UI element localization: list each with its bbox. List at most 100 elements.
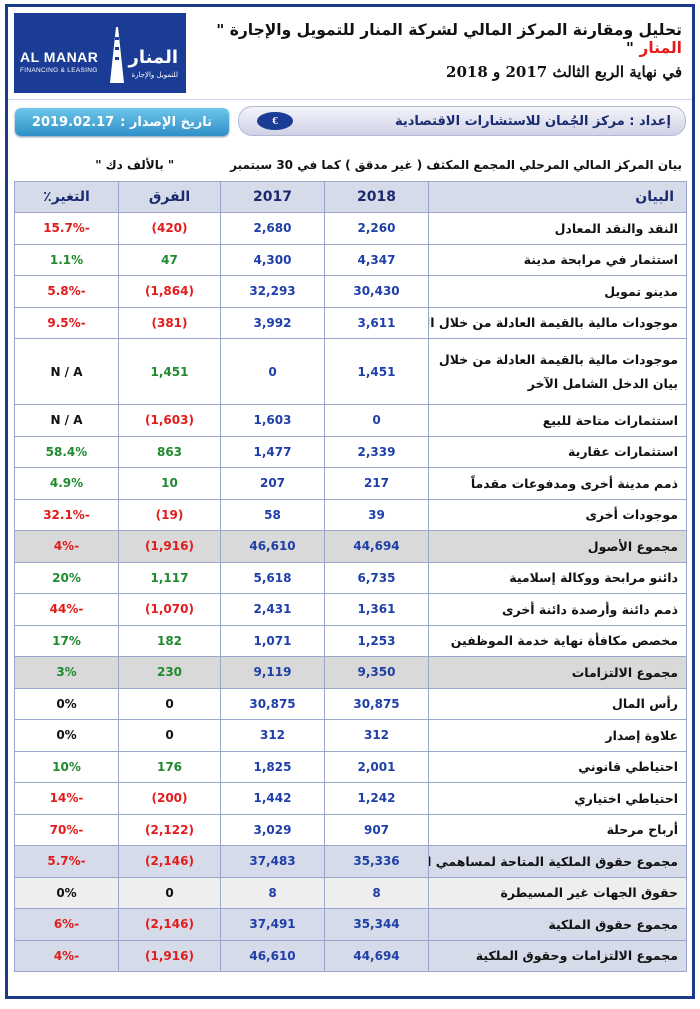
row-change-percent: -14% [14, 782, 119, 815]
row-change-percent: -32.1% [14, 498, 119, 531]
row-difference: 10 [118, 467, 221, 500]
row-change-percent: 20% [14, 561, 119, 594]
row-item-label: ذمم دائنة وأرصدة دائنة أخرى [428, 593, 687, 626]
row-value-2018: 217 [324, 467, 429, 500]
table-row: استثمار في مرابحة مدينة 4,347 4,300 47 1.1% [14, 243, 687, 276]
row-value-2018: 2,260 [324, 212, 429, 245]
table-row: موجودات أخرى 39 58 (19) -32.1% [14, 498, 687, 531]
row-item-label: حقوق الجهات غير المسيطرة [428, 876, 687, 909]
row-item-label: ذمم مدينة أخرى ومدفوعات مقدماً [428, 467, 687, 500]
row-change-percent: 58.4% [14, 435, 119, 468]
row-value-2017: 2,680 [220, 212, 325, 245]
report-title-part1: تحليل ومقارنة المركز المالي لشركة المنار… [216, 21, 682, 39]
row-change-percent: -5.7% [14, 845, 119, 878]
table-row: موجودات مالية بالقيمة العادلة من خلال بي… [14, 338, 687, 405]
row-value-2017: 5,618 [220, 561, 325, 594]
row-item-label: احتياطي قانوني [428, 750, 687, 783]
table-row: مجموع حقوق الملكية المتاحة لمساهمي الشرك… [14, 845, 687, 878]
prepared-by-text: إعداد : مركز الجُمان للاستشارات الاقتصاد… [394, 113, 671, 129]
row-change-percent: N / A [14, 338, 119, 405]
table-unit: " بالألف دك " [95, 158, 175, 172]
aljuman-emblem-icon: € [257, 112, 293, 130]
row-value-2017: 4,300 [220, 243, 325, 276]
row-value-2018: 2,339 [324, 435, 429, 468]
row-item-label: موجودات أخرى [428, 498, 687, 531]
row-difference: (2,146) [118, 908, 221, 941]
company-logo: AL MANAR FINANCING & LEASING المنار للتم… [14, 13, 186, 93]
row-difference: (420) [118, 212, 221, 245]
column-header-change: التغير٪ [14, 181, 119, 213]
row-difference: 182 [118, 624, 221, 657]
row-value-2018: 30,430 [324, 275, 429, 308]
row-difference: (200) [118, 782, 221, 815]
table-row: مدينو تمويل 30,430 32,293 (1,864) -5.8% [14, 275, 687, 308]
financial-position-table: البيان 2018 2017 الفرق التغير٪ النقد وال… [14, 181, 687, 972]
row-value-2017: 9,119 [220, 656, 325, 689]
row-value-2017: 1,442 [220, 782, 325, 815]
row-change-percent: -70% [14, 813, 119, 846]
row-item-label: النقد والنقد المعادل [428, 212, 687, 245]
row-item-label: موجودات مالية بالقيمة العادلة من خلال بي… [428, 338, 687, 405]
row-value-2017: 1,825 [220, 750, 325, 783]
table-row: احتياطي اختياري 1,242 1,442 (200) -14% [14, 782, 687, 815]
row-value-2017: 1,071 [220, 624, 325, 657]
row-difference: (1,070) [118, 593, 221, 626]
row-difference: 1,451 [118, 338, 221, 405]
row-item-label: مخصص مكافأة نهاية خدمة الموظفين [428, 624, 687, 657]
issue-date-value: 2019.02.17 [31, 114, 115, 130]
issue-date-label: تاريخ الإصدار : [120, 114, 213, 130]
row-difference: (1,864) [118, 275, 221, 308]
table-row: مجموع الالتزامات 9,350 9,119 230 3% [14, 656, 687, 689]
row-value-2018: 1,361 [324, 593, 429, 626]
column-header-2018: 2018 [324, 181, 429, 213]
row-item-label: مدينو تمويل [428, 275, 687, 308]
table-row: ذمم مدينة أخرى ومدفوعات مقدماً 217 207 10 4.… [14, 467, 687, 500]
table-row: دائنو مرابحة ووكالة إسلامية 6,735 5,618 1,1… [14, 561, 687, 594]
row-value-2017: 1,603 [220, 404, 325, 437]
row-difference: 1,117 [118, 561, 221, 594]
row-value-2018: 44,694 [324, 939, 429, 972]
row-value-2018: 39 [324, 498, 429, 531]
row-item-label: مجموع حقوق الملكية [428, 908, 687, 941]
row-difference: (1,916) [118, 939, 221, 972]
row-item-label: دائنو مرابحة ووكالة إسلامية [428, 561, 687, 594]
row-value-2017: 3,029 [220, 813, 325, 846]
row-item-label: استثمار في مرابحة مدينة [428, 243, 687, 276]
row-difference: 230 [118, 656, 221, 689]
table-caption-text: بيان المركز المالي المرحلي المجمع المكثف… [230, 158, 682, 172]
row-item-label: استثمارات عقارية [428, 435, 687, 468]
report-page: AL MANAR FINANCING & LEASING المنار للتم… [5, 4, 695, 999]
row-difference: 863 [118, 435, 221, 468]
row-value-2018: 1,451 [324, 338, 429, 405]
row-value-2017: 58 [220, 498, 325, 531]
report-title: تحليل ومقارنة المركز المالي لشركة المنار… [192, 21, 682, 57]
row-value-2018: 0 [324, 404, 429, 437]
tower-icon [110, 27, 124, 83]
row-difference: 0 [118, 719, 221, 752]
row-change-percent: 1.1% [14, 243, 119, 276]
info-bar: تاريخ الإصدار : 2019.02.17 إعداد : مركز … [8, 100, 692, 144]
row-value-2018: 2,001 [324, 750, 429, 783]
row-difference: (1,916) [118, 530, 221, 563]
table-row: حقوق الجهات غير المسيطرة 8 8 0 0% [14, 876, 687, 909]
row-difference: 47 [118, 243, 221, 276]
logo-arabic-sub: للتمويل والإجارة [131, 71, 178, 79]
table-header-row: البيان 2018 2017 الفرق التغير٪ [14, 181, 687, 213]
row-value-2018: 312 [324, 719, 429, 752]
row-change-percent: -5.8% [14, 275, 119, 308]
issue-date-box: تاريخ الإصدار : 2019.02.17 [15, 108, 229, 136]
logo-arabic-name: المنار [128, 47, 178, 68]
table-row: استثمارات عقارية 2,339 1,477 863 58.4% [14, 435, 687, 468]
row-difference: (19) [118, 498, 221, 531]
logo-english-sub: FINANCING & LEASING [20, 67, 98, 74]
row-difference: (2,146) [118, 845, 221, 878]
report-header: AL MANAR FINANCING & LEASING المنار للتم… [8, 7, 692, 100]
row-value-2017: 3,992 [220, 306, 325, 339]
table-body: النقد والنقد المعادل 2,260 2,680 (420) -15.7… [14, 212, 687, 972]
row-item-label: استثمارات متاحة للبيع [428, 404, 687, 437]
row-change-percent: 0% [14, 687, 119, 720]
row-value-2018: 30,875 [324, 687, 429, 720]
row-value-2017: 1,477 [220, 435, 325, 468]
table-row: احتياطي قانوني 2,001 1,825 176 10% [14, 750, 687, 783]
table-row: أرباح مرحلة 907 3,029 (2,122) -70% [14, 813, 687, 846]
